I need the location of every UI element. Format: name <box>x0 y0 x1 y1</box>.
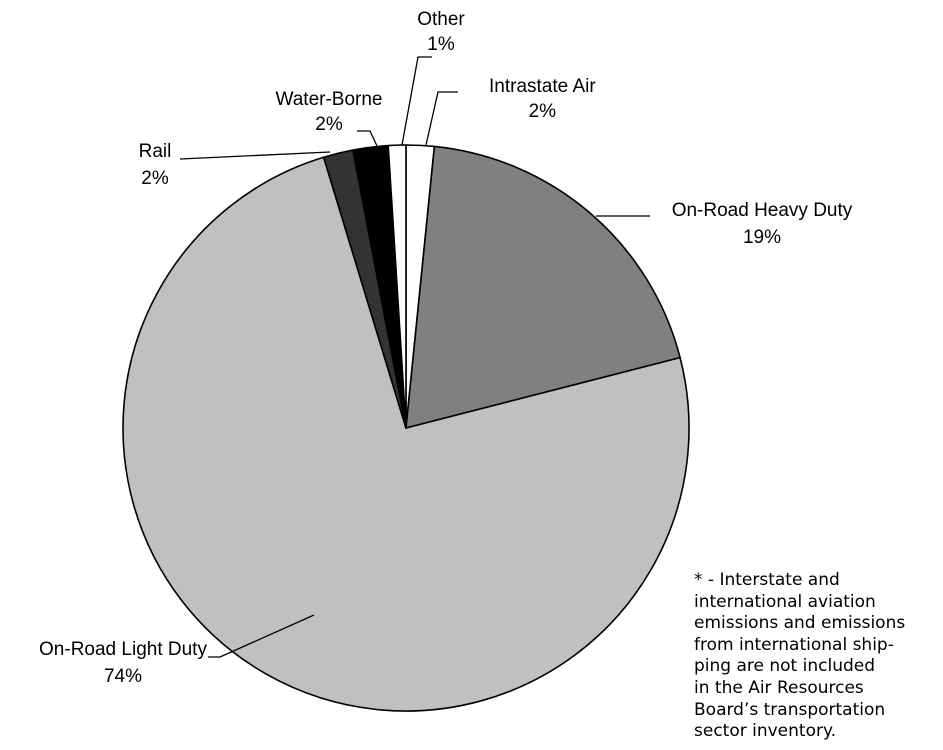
slice-percent-intrastate-air: 2% <box>529 101 557 122</box>
footnote: * - Interstate and international aviatio… <box>694 570 939 743</box>
pie-slice-on-road-light-duty <box>122 156 690 712</box>
slice-label-on-road-heavy-duty: On-Road Heavy Duty <box>672 200 853 221</box>
leader-line-on-road-light-duty <box>208 614 315 658</box>
leader-lines <box>179 56 650 658</box>
slice-percent-on-road-light-duty: 74% <box>104 666 142 687</box>
pie-slice-other <box>387 144 407 429</box>
footnote-line: * - Interstate and <box>694 570 840 590</box>
footnote-line: sector inventory. <box>694 721 837 742</box>
slice-label-intrastate-air: Intrastate Air <box>489 76 596 97</box>
leader-line-water-borne <box>357 130 378 147</box>
footnote-line: international aviation <box>694 591 876 612</box>
footnote-line: in the Air Resources <box>694 677 864 698</box>
leader-line-intrastate-air <box>425 91 458 146</box>
leader-line-rail <box>179 151 331 160</box>
leader-line-other <box>401 56 432 146</box>
slice-label-other: Other <box>417 9 465 30</box>
pie-slice-on-road-heavy-duty <box>405 145 681 429</box>
slice-percent-on-road-heavy-duty: 19% <box>743 227 781 248</box>
slice-labels: Intrastate Air 2% On-Road Heavy Duty 19% On-… <box>39 9 853 687</box>
slice-percent-other: 1% <box>427 34 455 55</box>
slice-percent-rail: 2% <box>141 168 169 189</box>
footnote-line: from international ship- <box>694 634 894 655</box>
pie-slices <box>122 144 690 712</box>
footnote-line: Board’s transportation <box>694 699 886 720</box>
slice-percent-water-borne: 2% <box>315 114 343 135</box>
footnote-line: emissions and emissions <box>694 613 906 634</box>
slice-label-on-road-light-duty: On-Road Light Duty <box>39 639 207 660</box>
slice-label-water-borne: Water-Borne <box>276 89 383 110</box>
slice-label-rail: Rail <box>139 141 172 162</box>
footnote-line: ping are not included <box>694 656 876 677</box>
